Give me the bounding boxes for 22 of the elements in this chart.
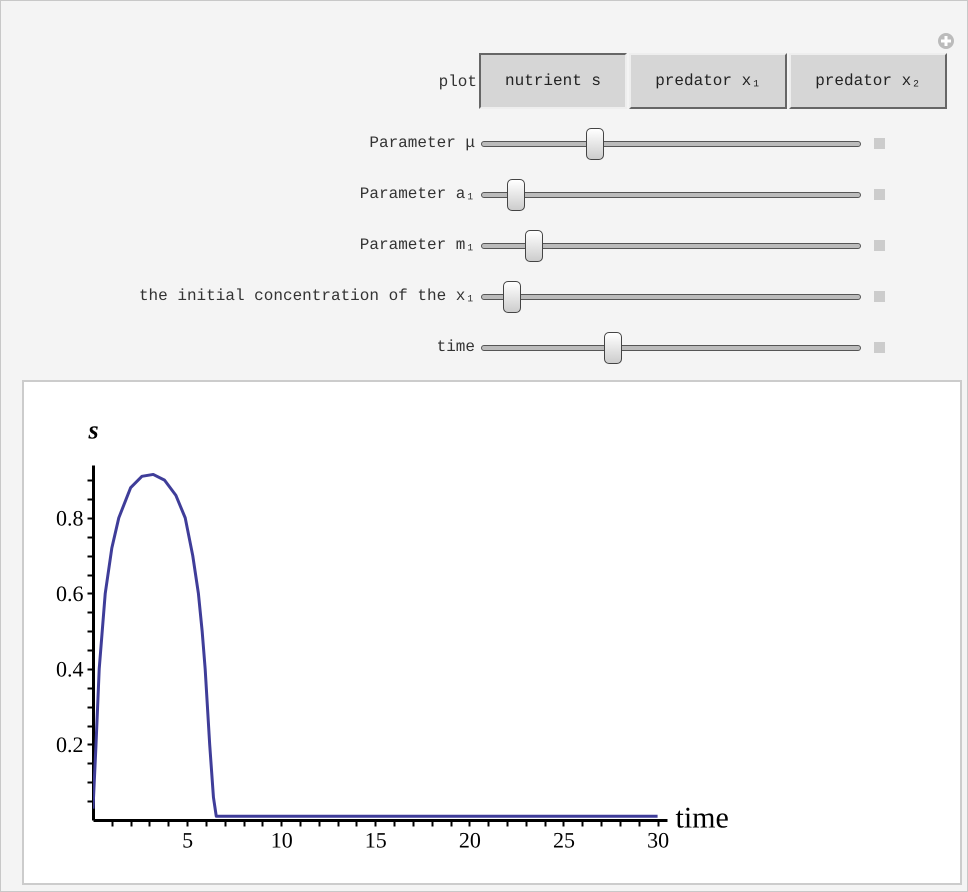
text: the initial concentration of the x₁ [138, 287, 475, 305]
x-tick-label: 10 [270, 828, 293, 852]
x-tick-label: 5 [182, 828, 194, 852]
button: predator x₁ [629, 53, 787, 109]
button: predator x₂ [789, 53, 947, 109]
button: nutrient s [479, 53, 627, 109]
x-tick-label: 25 [552, 828, 575, 852]
text: Parameter μ [369, 134, 475, 152]
text: Parameter a₁ [360, 185, 475, 203]
y-tick-label: 0.8 [56, 505, 84, 530]
text: plot [438, 73, 477, 91]
y-tick-label: 0.2 [56, 732, 84, 757]
x-tick-label: 15 [364, 828, 387, 852]
y-tick-label: 0.6 [56, 580, 84, 606]
text: Parameter m₁ [360, 236, 475, 254]
x-tick-label: 30 [647, 828, 670, 852]
text: time [436, 338, 475, 356]
line-series [93, 472, 660, 818]
y-axis-title: s [87, 416, 99, 444]
x-tick-label: 20 [458, 828, 481, 852]
x-axis-title: time [676, 802, 729, 834]
y-tick-label: 0.4 [56, 656, 84, 682]
